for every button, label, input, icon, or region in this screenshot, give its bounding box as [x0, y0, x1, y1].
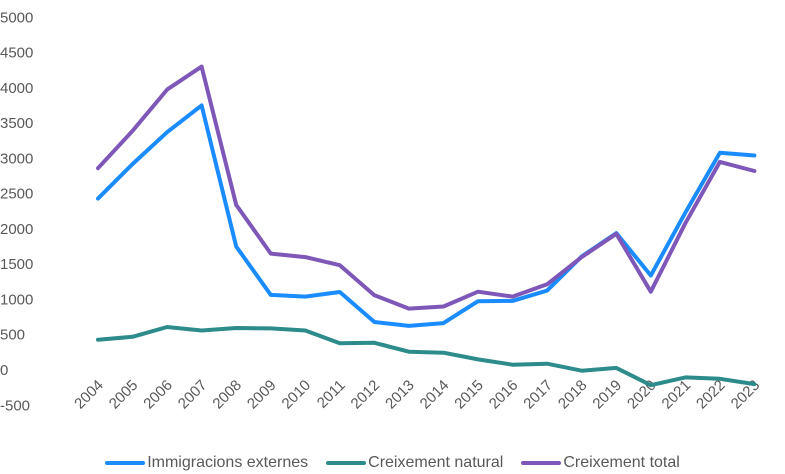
series-layer — [96, 64, 757, 388]
y-axis: -500 0 500 1000 1500 2000 2500 3000 3500 4000 4500… — [0, 9, 33, 414]
y-tick-label: 0 — [0, 362, 8, 379]
y-tick-label: 3500 — [0, 115, 33, 132]
y-tick-label: 1500 — [0, 256, 33, 273]
legend-swatch-2 — [521, 461, 562, 465]
legend-label-2: Creixement total — [563, 454, 680, 471]
y-tick-label: 2500 — [0, 186, 33, 203]
x-tick-label: 2006 — [140, 377, 176, 413]
x-tick-label: 2005 — [106, 377, 142, 413]
y-tick-label: 3000 — [0, 150, 33, 167]
x-tick-label: 2022 — [693, 377, 729, 413]
legend-swatch-0 — [105, 461, 146, 465]
legend-item-0: Immigracions externes — [105, 454, 308, 472]
x-tick-label: 2007 — [175, 377, 211, 413]
x-tick-label: 2017 — [520, 377, 556, 413]
line-chart: -500 0 500 1000 1500 2000 2500 3000 3500 4000 4500… — [0, 9, 763, 414]
x-tick-label: 2008 — [209, 377, 245, 413]
legend-swatch-1 — [326, 461, 367, 465]
x-tick-label: 2019 — [589, 377, 625, 413]
y-tick-label: 4000 — [0, 80, 33, 97]
x-tick-label: 2018 — [555, 377, 591, 413]
x-tick-label: 2013 — [382, 377, 418, 413]
x-tick-label: 2014 — [417, 377, 453, 413]
y-tick-label: 4500 — [0, 45, 33, 62]
legend-label-1: Creixement natural — [368, 454, 504, 471]
legend-item-2: Creixement total — [521, 454, 680, 472]
legend: Immigracions externes Creixement natural… — [0, 452, 785, 474]
x-tick-label: 2016 — [486, 377, 522, 413]
x-tick-label: 2015 — [451, 377, 487, 413]
x-tick-label: 2012 — [348, 377, 384, 413]
x-tick-label: 2010 — [279, 377, 315, 413]
y-tick-label: 5000 — [0, 9, 33, 26]
y-tick-label: 2000 — [0, 221, 33, 238]
y-tick-label: 500 — [0, 327, 25, 344]
legend-item-1: Creixement natural — [326, 454, 503, 472]
series-line-0 — [96, 103, 757, 328]
y-tick-label: -500 — [0, 397, 30, 414]
series-line-2 — [96, 64, 757, 311]
series-line-1 — [96, 325, 757, 388]
y-tick-label: 1000 — [0, 291, 33, 308]
x-tick-label: 2004 — [71, 377, 107, 413]
x-tick-label: 2009 — [244, 377, 280, 413]
x-tick-label: 2011 — [314, 377, 349, 412]
legend-label-0: Immigracions externes — [147, 454, 309, 471]
